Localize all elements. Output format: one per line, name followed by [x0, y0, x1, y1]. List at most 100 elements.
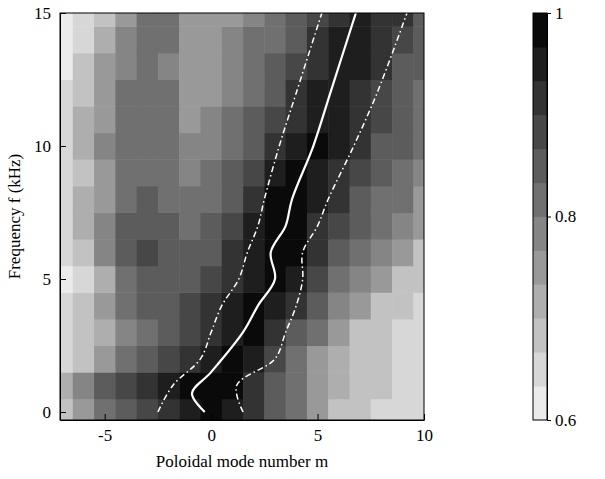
heatmap-cell [307, 239, 329, 266]
heatmap-cell [115, 239, 137, 266]
heatmap-cell [60, 186, 73, 213]
heatmap-cell [179, 53, 201, 80]
heatmap-cell [286, 399, 308, 420]
heatmap-cell [200, 399, 222, 420]
heatmap-cell [73, 239, 95, 266]
heatmap-cell [60, 159, 73, 186]
heatmap-cell [137, 53, 159, 80]
heatmap-cell [158, 26, 180, 53]
heatmap-cell [328, 213, 350, 240]
tick-label: 10 [34, 137, 51, 156]
heatmap-cell [349, 319, 371, 346]
heatmap-cell [307, 26, 329, 53]
heatmap-cell [60, 13, 73, 27]
colorbar-band [533, 115, 547, 149]
tick: 0 [43, 403, 67, 422]
heatmap-cell [264, 372, 286, 399]
heatmap-cell [392, 239, 414, 266]
heatmap-cell [349, 239, 371, 266]
heatmap-cell [115, 80, 137, 107]
heatmap-cell [349, 53, 371, 80]
heatmap-cell [392, 346, 414, 373]
heatmap-cell [73, 53, 95, 80]
tick: 10 [416, 414, 433, 445]
tick-mark [60, 412, 66, 413]
heatmap-cell [392, 133, 414, 160]
heatmap-cell [200, 213, 222, 240]
heatmap-cell [307, 319, 329, 346]
heatmap-cell [94, 372, 116, 399]
heatmap-cell [73, 133, 95, 160]
heatmap-cell [158, 292, 180, 319]
heatmap-cell [264, 133, 286, 160]
heatmap-cell [73, 266, 95, 293]
heatmap-cell [392, 26, 414, 53]
heatmap-cell [200, 372, 222, 399]
heatmap-cell [371, 13, 393, 27]
heatmap-cell [243, 80, 265, 107]
tick: 0 [207, 414, 216, 445]
colorbar-band [533, 318, 547, 352]
heatmap-cell [94, 13, 116, 27]
heatmap-cell [94, 80, 116, 107]
heatmap-cell [222, 186, 244, 213]
heatmap-cell [94, 319, 116, 346]
axis-line [61, 420, 425, 421]
tick-label: 5 [314, 426, 323, 445]
tick-mark [211, 414, 212, 420]
heatmap-cell [60, 26, 73, 53]
tick-label: 1 [555, 4, 564, 23]
heatmap-cell [243, 239, 265, 266]
heatmap-cell [328, 372, 350, 399]
heatmap-cell [137, 80, 159, 107]
heatmap-cell [307, 346, 329, 373]
heatmap-cell [371, 319, 393, 346]
heatmap-cell [371, 186, 393, 213]
heatmap-cell [371, 159, 393, 186]
heatmap-cell [137, 399, 159, 420]
tick: 5 [43, 270, 67, 289]
heatmap-cell [349, 399, 371, 420]
colorbar-band [533, 250, 547, 284]
heatmap-cell [60, 80, 73, 107]
heatmap-cell [349, 346, 371, 373]
heatmap-cell [264, 292, 286, 319]
heatmap-cell [158, 239, 180, 266]
heatmap-cell [349, 266, 371, 293]
heatmap-cell [286, 266, 308, 293]
heatmap-cell [413, 13, 424, 27]
heatmap-cell [243, 292, 265, 319]
chart: -50510051015Poloidal mode number mFreque… [0, 0, 605, 479]
heatmap-cell [115, 13, 137, 27]
heatmap-cell [328, 133, 350, 160]
heatmap-cell [200, 26, 222, 53]
heatmap-cell [264, 106, 286, 133]
heatmap-cell [137, 186, 159, 213]
heatmap-cell [243, 106, 265, 133]
colorbar-band [533, 13, 547, 47]
tick-label: 0.6 [555, 411, 576, 430]
heatmap-cell [200, 186, 222, 213]
heatmap-cell [264, 53, 286, 80]
heatmap-cell [371, 133, 393, 160]
heatmap-cell [94, 266, 116, 293]
heatmap-cell [243, 53, 265, 80]
tick: 1 [547, 4, 564, 23]
heatmap-cell [60, 53, 73, 80]
tick-label: 0.8 [555, 207, 576, 226]
heatmap-cell [73, 292, 95, 319]
tick-mark [547, 13, 551, 14]
heatmap-cell [371, 213, 393, 240]
tick-label: 15 [34, 4, 51, 23]
tick: -5 [98, 414, 112, 445]
heatmap-cell [392, 399, 414, 420]
heatmap-cell [115, 106, 137, 133]
heatmap-cell [115, 266, 137, 293]
heatmap-cell [94, 133, 116, 160]
heatmap-cell [413, 186, 424, 213]
heatmap-cell [413, 346, 424, 373]
heatmap-cell [115, 26, 137, 53]
tick-mark [60, 279, 66, 280]
heatmap-cell [94, 213, 116, 240]
heatmap-cell [243, 26, 265, 53]
